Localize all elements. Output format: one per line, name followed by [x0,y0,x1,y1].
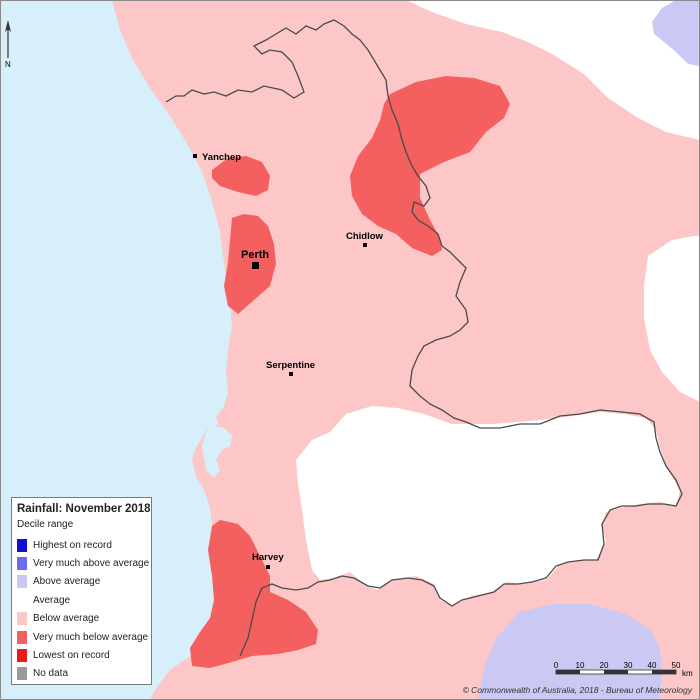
legend-item-label: Very much above average [33,558,150,570]
town-yanchep: Yanchep [193,152,241,163]
town-label: Chidlow [346,231,384,242]
legend-swatch [17,630,27,644]
north-arrow-icon: N [5,20,11,69]
above-average-region-ne [652,0,700,66]
district-boundary [165,19,683,657]
legend-item: Highest on record [17,536,146,554]
coastal-lake [202,426,232,478]
town-marker [252,262,259,269]
legend-item-label: Highest on record [33,539,112,551]
legend-item: No data [17,665,146,683]
town-label: Serpentine [266,360,315,371]
town-marker [193,154,197,158]
legend-item: Very much below average [17,628,149,646]
town-marker [289,372,293,376]
town-label: Harvey [252,552,284,563]
vmba-hills [350,76,510,256]
town-label: Perth [241,249,269,261]
vmba-perth [224,214,276,314]
legend-item-label: No data [33,668,69,680]
legend-item-label: Above average [33,576,101,588]
town-serpentine: Serpentine [266,360,315,376]
legend-swatch [17,612,27,626]
legend-swatch [17,667,27,681]
scale-tick-label: 10 [576,661,585,670]
rottnest-island [148,270,178,286]
average-region [296,406,680,606]
inlet [208,414,218,432]
scale-tick-label: 30 [624,661,633,670]
legend-item: Average [17,591,146,609]
town-perth: Perth [241,249,269,269]
vmba-yanchep [212,156,270,196]
scale-unit-label: km [682,669,693,678]
vmba-harvey [190,520,318,668]
legend-item-label: Very much below average [33,631,149,643]
average-region-north [314,0,700,140]
legend-swatch [17,538,27,552]
legend-title: Rainfall: November 2018 [17,503,151,515]
copyright-notice: © Commonwealth of Australia, 2018 - Bure… [462,685,692,695]
scale-tick-label: 40 [648,661,657,670]
map-legend: Rainfall: November 2018 Decile range Hig… [11,497,152,685]
scale-tick-label: 50 [672,661,681,670]
legend-item: Lowest on record [17,646,146,664]
average-region-east [644,236,700,402]
town-harvey: Harvey [252,552,284,569]
legend-swatch [17,649,27,663]
legend-swatch [17,557,27,571]
legend-swatch [17,575,27,589]
legend-swatch [17,593,27,607]
town-marker [363,243,367,247]
legend-item: Very much above average [17,554,150,572]
svg-text:N: N [5,60,11,69]
town-marker [266,565,270,569]
legend-item-label: Average [33,594,71,606]
legend-item-label: Below average [33,613,100,625]
legend-item-label: Lowest on record [33,650,110,662]
town-label: Yanchep [202,152,241,163]
legend-subtitle: Decile range [17,519,74,530]
scale-tick-label: 0 [554,661,559,670]
above-average-region-se [478,604,662,700]
scale-tick-label: 20 [600,661,609,670]
legend-item: Above average [17,573,146,591]
town-chidlow: Chidlow [346,231,384,247]
legend-item: Below average [17,610,146,628]
